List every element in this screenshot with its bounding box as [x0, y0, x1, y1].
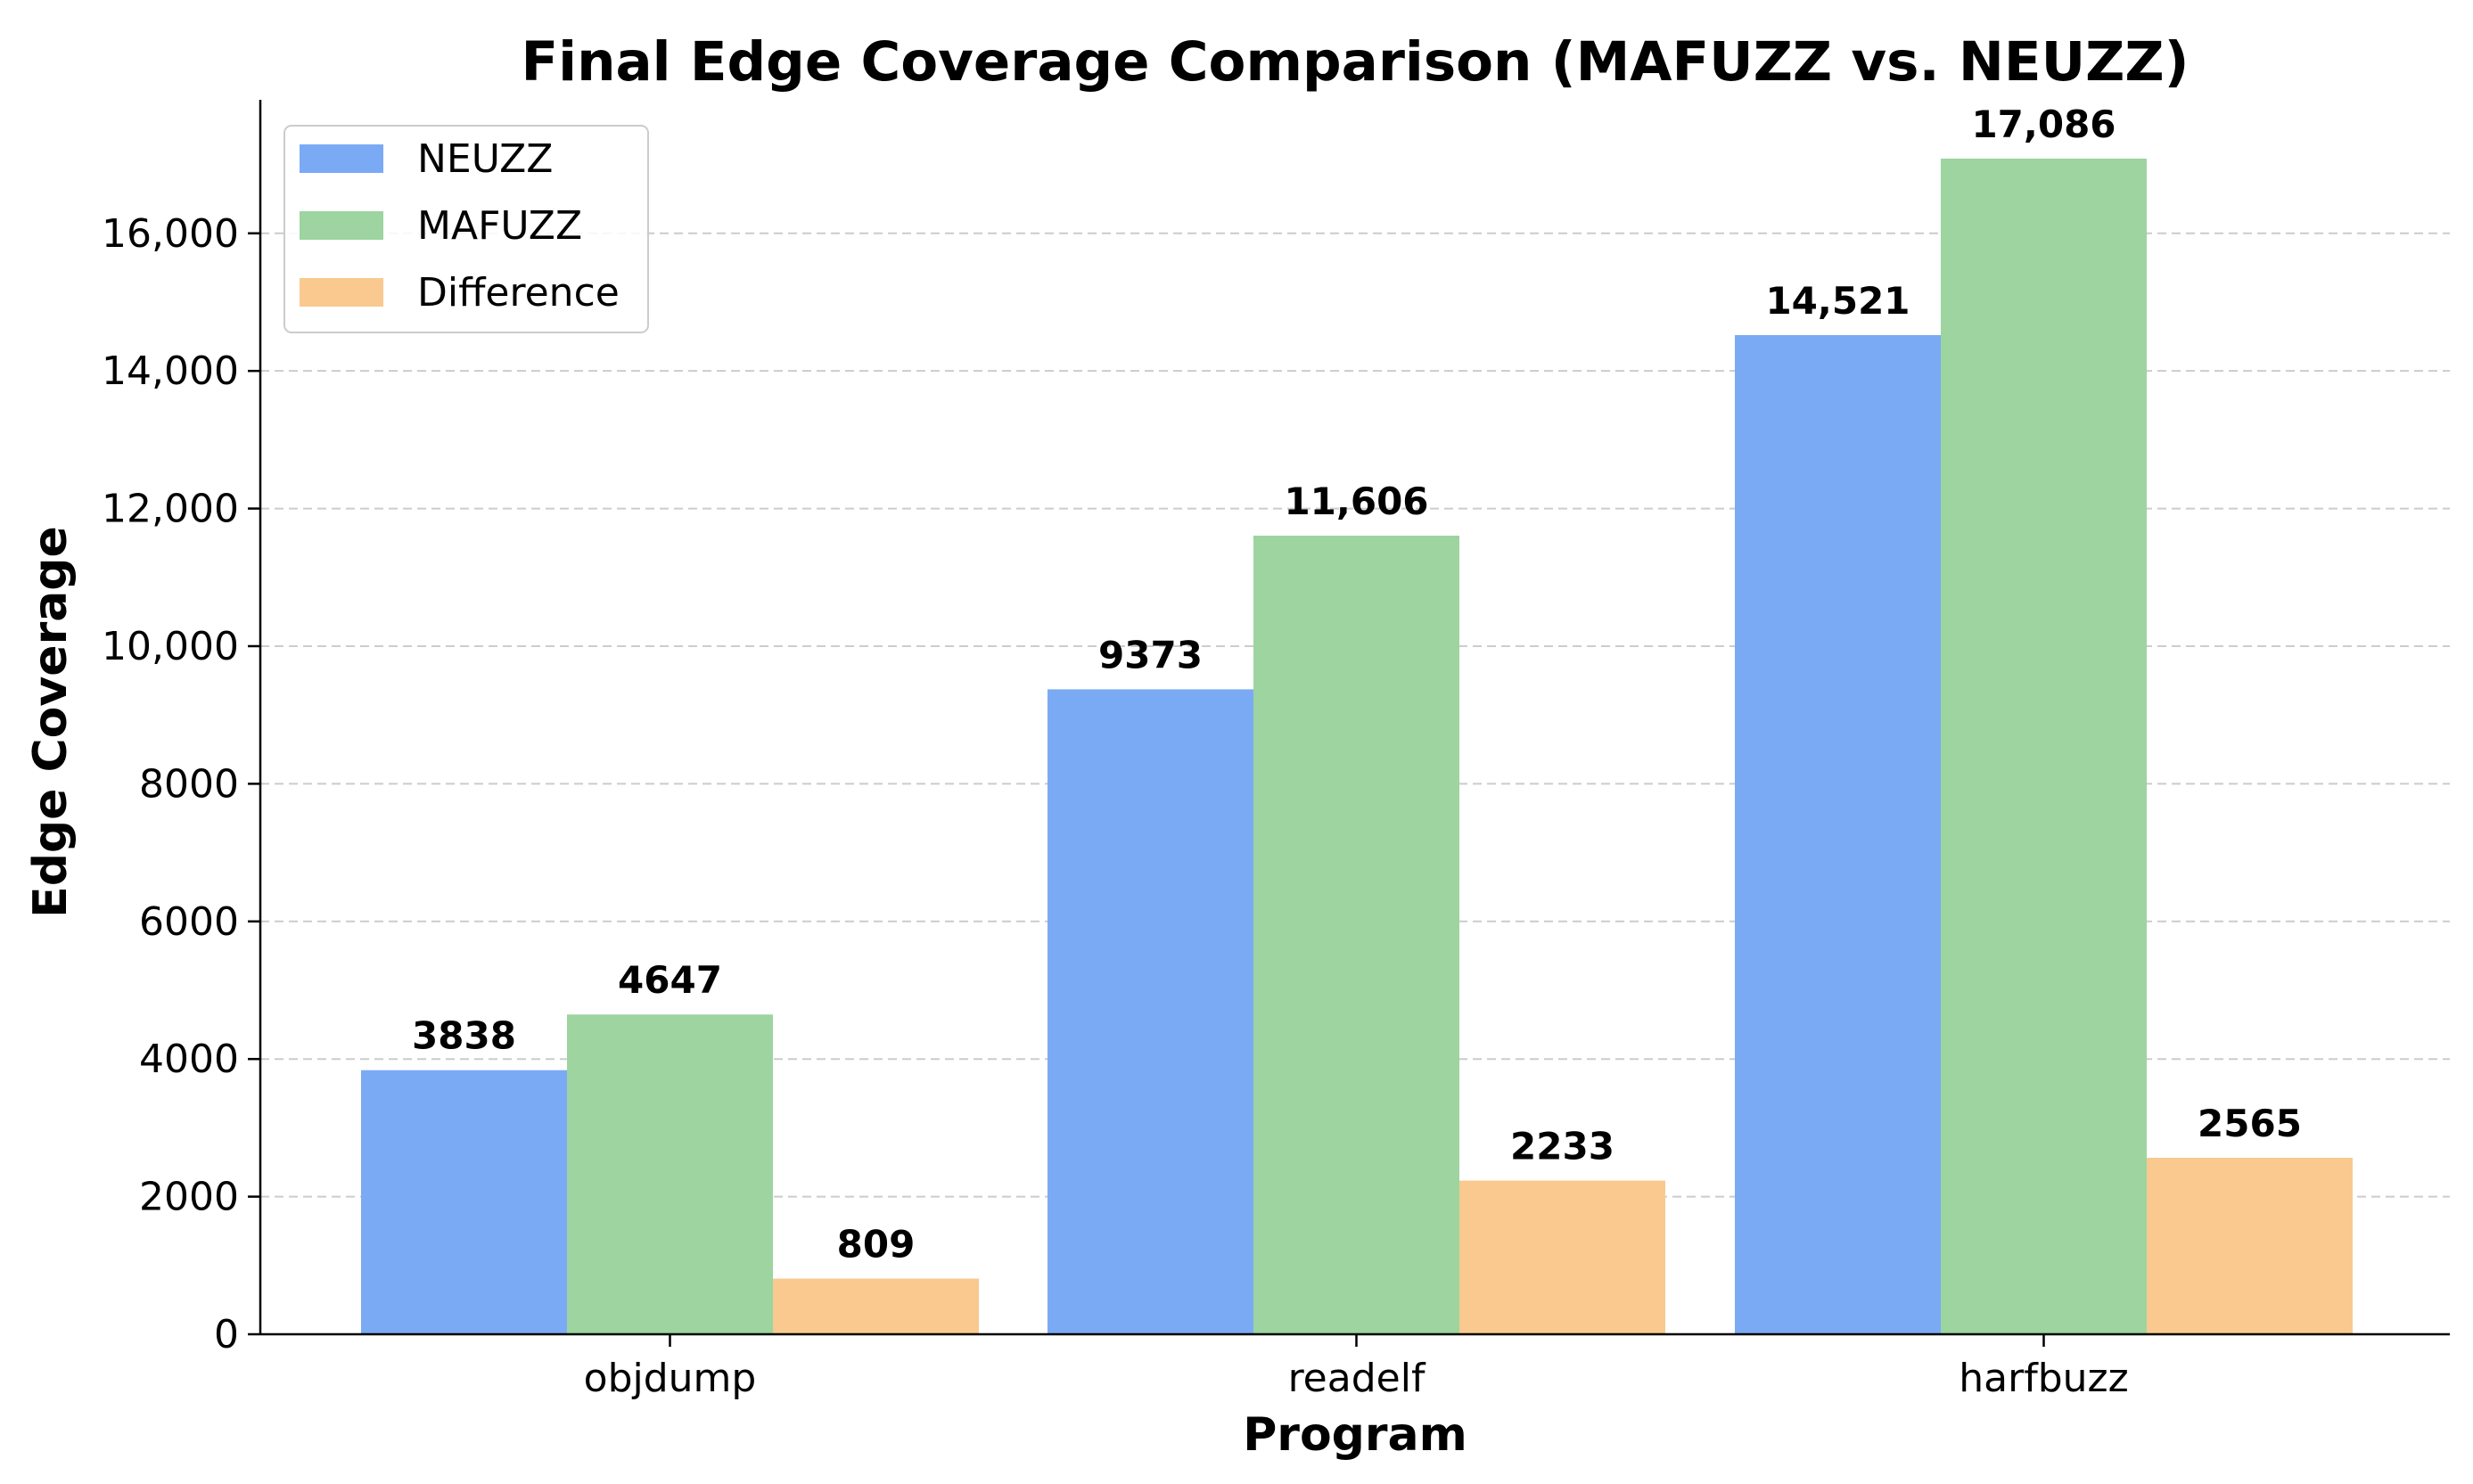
- legend: NEUZZ MAFUZZ Difference: [283, 125, 649, 333]
- bar-difference-readelf: [1459, 1180, 1665, 1334]
- data-label: 4647: [618, 958, 722, 1002]
- bar-mafuzz-objdump: [567, 1014, 773, 1334]
- bar-mafuzz-harfbuzz: [1941, 158, 2147, 1335]
- axes: 0 2000 4000 6000 8000 10,000 12,000 14,000 16,00…: [102, 100, 2450, 1401]
- x-tick-label: harfbuzz: [1959, 1356, 2128, 1401]
- data-label: 17,086: [1971, 102, 2116, 146]
- y-tick-label: 0: [214, 1312, 239, 1357]
- legend-swatch-mafuzz: [300, 211, 383, 240]
- data-label: 3838: [412, 1014, 516, 1058]
- x-axis-label: Program: [1243, 1408, 1467, 1462]
- y-tick-label: 10,000: [102, 624, 239, 669]
- y-tick-label: 14,000: [102, 348, 239, 394]
- legend-swatch-difference: [300, 278, 383, 307]
- legend-label: NEUZZ: [417, 136, 553, 182]
- bars: 3838 9373 14,521 4647 11,606 17,086 809 2233 256…: [361, 102, 2353, 1335]
- legend-swatch-neuzz: [300, 144, 383, 173]
- y-tick-label: 4000: [139, 1037, 239, 1082]
- data-label: 11,606: [1284, 480, 1428, 523]
- data-label: 14,521: [1765, 279, 1910, 323]
- bar-difference-objdump: [773, 1278, 979, 1334]
- x-tick-label: objdump: [584, 1356, 757, 1401]
- y-tick-label: 16,000: [102, 211, 239, 257]
- chart-title: Final Edge Coverage Comparison (MAFUZZ v…: [522, 30, 2190, 94]
- x-tick-label: readelf: [1288, 1356, 1426, 1401]
- bar-neuzz-objdump: [361, 1070, 567, 1334]
- y-tick-label: 12,000: [102, 487, 239, 532]
- bar-difference-harfbuzz: [2147, 1157, 2353, 1334]
- y-tick-label: 6000: [139, 899, 239, 945]
- bar-mafuzz-readelf: [1253, 535, 1459, 1334]
- data-label: 2233: [1510, 1125, 1614, 1168]
- legend-label: Difference: [417, 270, 620, 316]
- data-label: 9373: [1098, 633, 1203, 676]
- y-tick-label: 2000: [139, 1175, 239, 1220]
- data-label: 809: [837, 1223, 916, 1267]
- y-axis-label: Edge Coverage: [24, 526, 78, 918]
- bar-neuzz-readelf: [1048, 689, 1253, 1334]
- y-tick-label: 8000: [139, 761, 239, 807]
- bar-neuzz-harfbuzz: [1735, 334, 1941, 1335]
- legend-label: MAFUZZ: [417, 203, 582, 249]
- data-label: 2565: [2198, 1102, 2302, 1145]
